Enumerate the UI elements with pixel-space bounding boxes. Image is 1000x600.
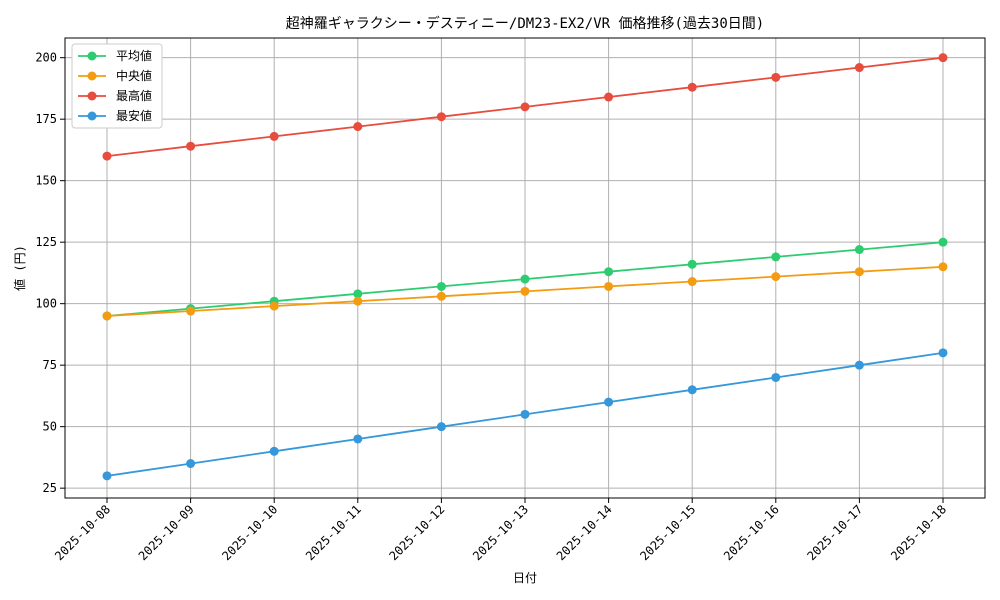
x-tick-label: 2025-10-17 <box>805 502 866 563</box>
data-point <box>353 122 363 132</box>
y-axis: 25 50 75 100 125 150 175 200 <box>35 51 65 495</box>
data-point <box>771 252 781 262</box>
y-tick-label: 50 <box>43 420 57 434</box>
data-point <box>269 301 279 311</box>
legend-item: 平均値 <box>78 48 152 63</box>
y-tick-label: 100 <box>35 297 57 311</box>
data-point <box>520 102 530 112</box>
legend-swatch-marker <box>87 51 97 61</box>
data-point <box>938 53 948 63</box>
data-point <box>771 372 781 382</box>
data-point <box>854 267 864 277</box>
y-tick-label: 25 <box>43 481 57 495</box>
x-tick-label: 2025-10-13 <box>470 502 531 563</box>
legend-item: 中央値 <box>78 68 152 83</box>
data-point <box>436 112 446 122</box>
data-point <box>102 471 112 481</box>
data-point <box>436 281 446 291</box>
data-point <box>353 289 363 299</box>
x-tick-label: 2025-10-11 <box>303 502 364 563</box>
y-axis-label: 値 (円) <box>12 245 27 291</box>
data-point <box>186 459 196 469</box>
data-point <box>269 131 279 141</box>
data-point <box>687 259 697 269</box>
legend-item: 最高値 <box>78 88 152 103</box>
data-point <box>520 286 530 296</box>
data-point <box>604 267 614 277</box>
x-axis-label: 日付 <box>513 571 537 585</box>
x-tick-label: 2025-10-15 <box>637 502 698 563</box>
series-group <box>102 53 948 481</box>
chart-title: 超神羅ギャラクシー・デスティニー/DM23-EX2/VR 価格推移(過去30日間… <box>286 15 764 32</box>
data-point <box>436 291 446 301</box>
grid <box>65 38 985 498</box>
legend-swatch-marker <box>87 91 97 101</box>
data-point <box>854 63 864 73</box>
legend-item: 最安値 <box>78 108 152 123</box>
legend-swatch-marker <box>87 111 97 121</box>
legend-swatch-marker <box>87 71 97 81</box>
legend-label: 平均値 <box>116 48 152 63</box>
x-tick-label: 2025-10-12 <box>387 502 448 563</box>
legend-box <box>71 43 163 129</box>
legend-label: 中央値 <box>116 68 152 83</box>
data-point <box>687 82 697 92</box>
legend-label: 最安値 <box>116 108 152 123</box>
data-point <box>938 348 948 358</box>
data-point <box>269 446 279 456</box>
x-tick-label: 2025-10-10 <box>219 502 280 563</box>
y-tick-label: 175 <box>35 112 57 126</box>
series-2 <box>102 53 948 161</box>
data-point <box>186 141 196 151</box>
data-point <box>520 409 530 419</box>
data-point <box>687 277 697 287</box>
y-tick-label: 75 <box>43 358 57 372</box>
data-point <box>604 397 614 407</box>
x-tick-label: 2025-10-14 <box>554 502 615 563</box>
data-point <box>604 92 614 102</box>
data-point <box>854 360 864 370</box>
data-point <box>938 237 948 247</box>
data-point <box>687 385 697 395</box>
y-tick-label: 125 <box>35 235 57 249</box>
x-tick-label: 2025-10-16 <box>721 502 782 563</box>
data-point <box>102 311 112 321</box>
data-point <box>102 151 112 161</box>
series-3 <box>102 348 948 481</box>
x-tick-label: 2025-10-09 <box>136 502 197 563</box>
x-tick-label: 2025-10-18 <box>888 502 949 563</box>
data-point <box>771 272 781 282</box>
data-point <box>353 434 363 444</box>
data-point <box>604 281 614 291</box>
legend-label: 最高値 <box>116 88 152 103</box>
y-tick-label: 150 <box>35 174 57 188</box>
data-point <box>854 245 864 255</box>
y-tick-label: 200 <box>35 51 57 65</box>
data-point <box>938 262 948 272</box>
x-axis: 2025-10-08 2025-10-09 2025-10-10 2025-10-11… <box>52 498 949 563</box>
x-tick-label: 2025-10-08 <box>52 502 113 563</box>
series-1 <box>102 262 948 321</box>
data-point <box>186 306 196 316</box>
data-point <box>771 72 781 82</box>
data-point <box>436 422 446 432</box>
data-point <box>520 274 530 284</box>
data-point <box>353 296 363 306</box>
